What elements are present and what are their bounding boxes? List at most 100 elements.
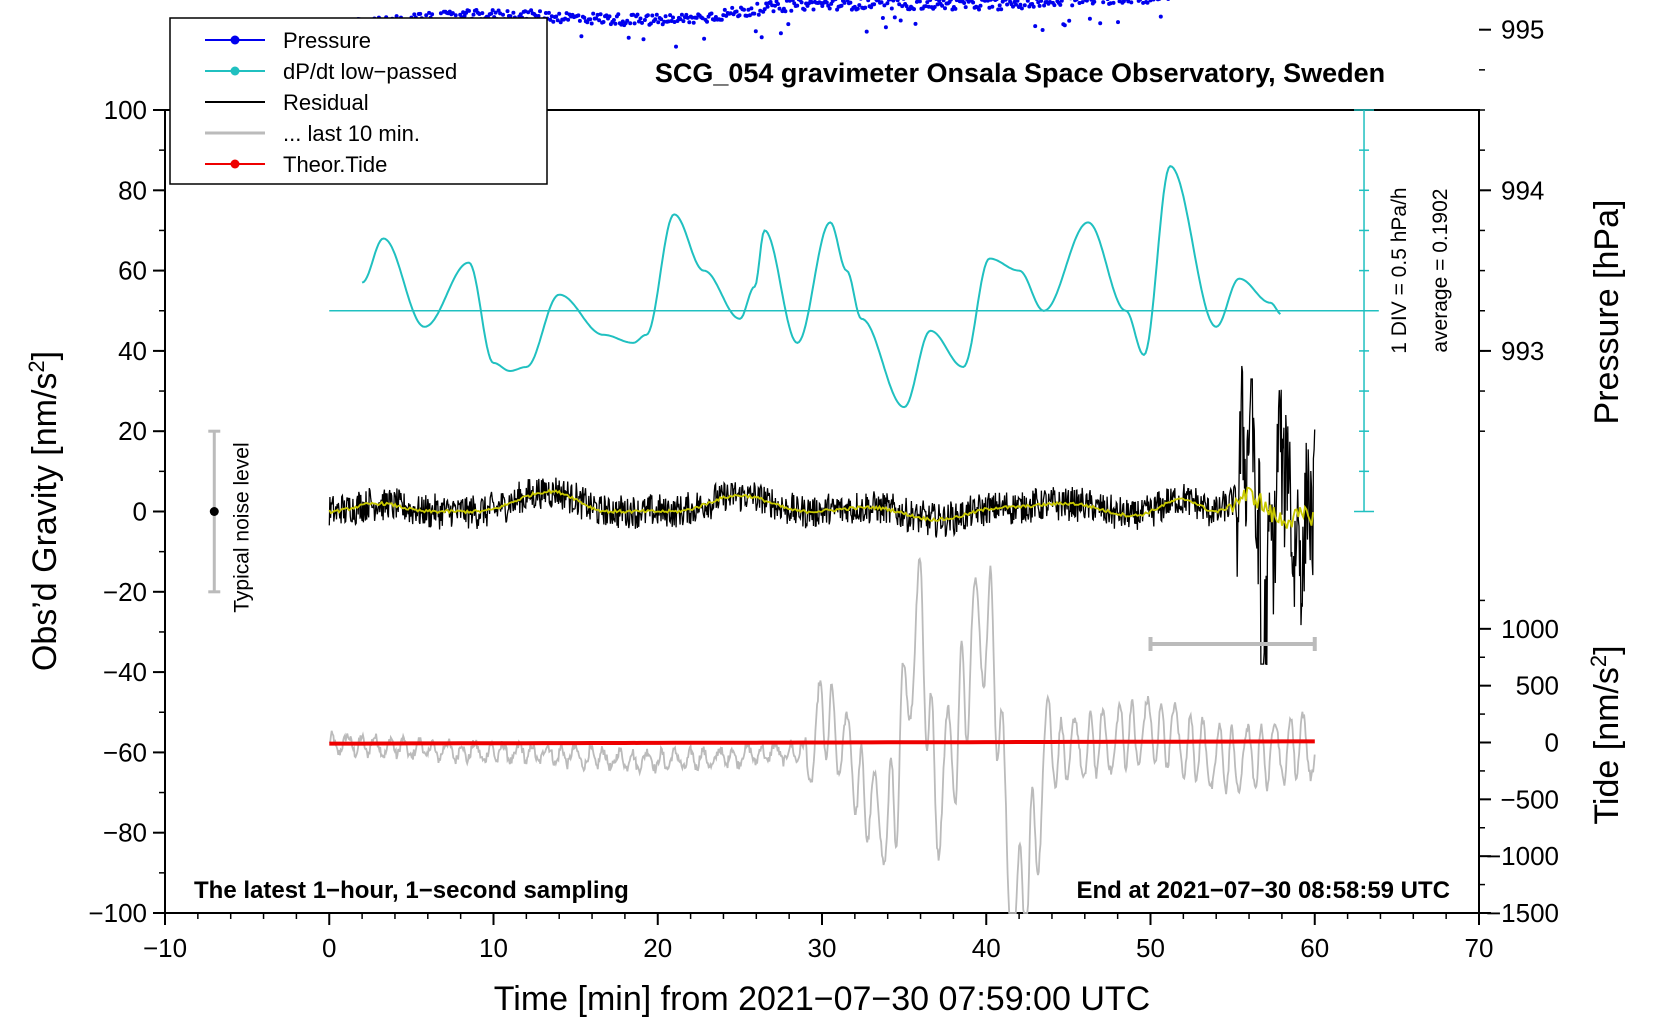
pressure-point bbox=[462, 13, 467, 18]
pressure-point bbox=[889, 6, 894, 11]
pressure-point bbox=[607, 14, 612, 19]
pressure-point bbox=[645, 13, 650, 18]
pressure-point bbox=[722, 7, 727, 12]
x-axis-title: Time [min] from 2021−07−30 07:59:00 UTC bbox=[494, 980, 1150, 1018]
pressure-point bbox=[438, 11, 443, 16]
pressure-point bbox=[555, 18, 560, 23]
pressure-point bbox=[787, 0, 792, 3]
noise-level-layer: Typical noise level bbox=[208, 429, 253, 613]
pressure-point bbox=[953, 6, 958, 11]
pressure-point bbox=[635, 12, 640, 17]
pressure-point bbox=[1119, 0, 1123, 1]
x-tick-label: 0 bbox=[322, 933, 336, 963]
pressure-point bbox=[453, 13, 458, 18]
pressure-point bbox=[857, 3, 862, 8]
pressure-point bbox=[626, 35, 631, 40]
pressure-point bbox=[505, 9, 510, 14]
pressure-point bbox=[1129, 0, 1134, 5]
pressure-point bbox=[467, 8, 471, 13]
pressure-point bbox=[758, 8, 763, 13]
pressure-point bbox=[756, 12, 761, 17]
pressure-point bbox=[640, 20, 644, 25]
pressure-point bbox=[912, 7, 916, 12]
tide-tick-label: −1000 bbox=[1486, 841, 1559, 871]
chart-title: SCG_054 gravimeter Onsala Space Observat… bbox=[655, 58, 1385, 88]
pressure-point bbox=[948, 0, 953, 2]
pressure-point bbox=[1074, 0, 1079, 2]
pressure-point bbox=[1011, 4, 1015, 9]
pressure-point bbox=[786, 22, 791, 27]
pressure-point bbox=[941, 0, 946, 3]
pressure-point bbox=[990, 4, 995, 9]
pressure-point bbox=[1062, 23, 1067, 28]
pressure-point bbox=[668, 13, 673, 18]
pressure-point bbox=[594, 16, 599, 21]
pressure-point bbox=[994, 0, 999, 2]
pressure-point bbox=[795, 3, 800, 8]
pressure-point bbox=[833, 0, 838, 2]
pressure-point bbox=[394, 14, 399, 19]
pressure-point bbox=[963, 5, 968, 10]
legend-label: Residual bbox=[283, 90, 369, 115]
pressure-point bbox=[641, 37, 646, 42]
pressure-point bbox=[678, 17, 683, 22]
pressure-point bbox=[613, 21, 618, 26]
x-tick-label: 10 bbox=[479, 933, 508, 963]
pressure-point bbox=[611, 18, 616, 22]
dpdt-scale-label: 1 DIV = 0.5 hPa/h bbox=[1388, 187, 1411, 353]
pressure-point bbox=[1019, 6, 1024, 11]
pressure-point bbox=[744, 13, 749, 18]
pressure-point bbox=[656, 20, 661, 25]
pressure-point bbox=[799, 0, 804, 5]
x-tick-label: −10 bbox=[143, 933, 187, 963]
footer-left: The latest 1−hour, 1−second sampling bbox=[194, 877, 629, 904]
pressure-point bbox=[1138, 0, 1143, 2]
legend: Pressure dP/dt low−passed Residual ... last… bbox=[169, 17, 548, 185]
footer-right: End at 2021−07−30 08:58:59 UTC bbox=[1076, 877, 1450, 904]
pressure-point bbox=[1111, 0, 1116, 5]
legend-label: ... last 10 min. bbox=[283, 121, 420, 146]
pressure-point bbox=[659, 17, 664, 22]
pressure-point bbox=[681, 19, 686, 24]
pressure-point bbox=[777, 6, 782, 11]
pressure-tick-label: 994 bbox=[1501, 175, 1544, 205]
pressure-point bbox=[549, 14, 554, 19]
legend-label: Theor.Tide bbox=[283, 152, 387, 177]
pressure-point bbox=[1031, 4, 1036, 9]
y-tick-label: −20 bbox=[103, 577, 147, 607]
dpdt-scale-layer: 1 DIV = 0.5 hPa/h average = 0.1902 bbox=[1354, 109, 1452, 513]
y-tick-label: 20 bbox=[118, 416, 147, 446]
pressure-point bbox=[511, 10, 516, 15]
pressure-tick-label: 993 bbox=[1501, 336, 1544, 366]
pressure-point bbox=[895, 0, 900, 3]
y-tick-label: −100 bbox=[88, 898, 147, 928]
pressure-point bbox=[543, 11, 548, 15]
tide-axis-title-sup: 2 bbox=[1586, 655, 1611, 667]
pressure-point bbox=[932, 5, 937, 9]
pressure-point bbox=[913, 21, 918, 26]
pressure-point bbox=[888, 0, 893, 2]
pressure-point bbox=[1157, 0, 1162, 1]
pressure-point bbox=[971, 0, 976, 5]
pressure-point bbox=[755, 1, 760, 6]
pressure-point bbox=[737, 13, 742, 18]
pressure-point bbox=[985, 0, 990, 3]
pressure-point bbox=[999, 7, 1004, 12]
pressure-point bbox=[1080, 0, 1085, 5]
pressure-point bbox=[1058, 2, 1063, 7]
pressure-point bbox=[879, 0, 884, 5]
tide-tick-label: 500 bbox=[1516, 671, 1559, 701]
pressure-point bbox=[914, 0, 919, 4]
pressure-point bbox=[653, 17, 658, 22]
pressure-tick-label: 995 bbox=[1501, 15, 1544, 45]
x-tick-label: 50 bbox=[1136, 933, 1165, 963]
y-tick-label: −60 bbox=[103, 737, 147, 767]
x-tick-label: 30 bbox=[808, 933, 837, 963]
series-residual-smoothed bbox=[328, 486, 1314, 529]
legend-marker bbox=[230, 159, 240, 169]
pressure-point bbox=[1059, 0, 1064, 3]
pressure-point bbox=[684, 12, 689, 17]
legend-label: Pressure bbox=[283, 28, 371, 53]
pressure-point bbox=[1145, 0, 1150, 5]
pressure-point bbox=[1040, 28, 1045, 32]
